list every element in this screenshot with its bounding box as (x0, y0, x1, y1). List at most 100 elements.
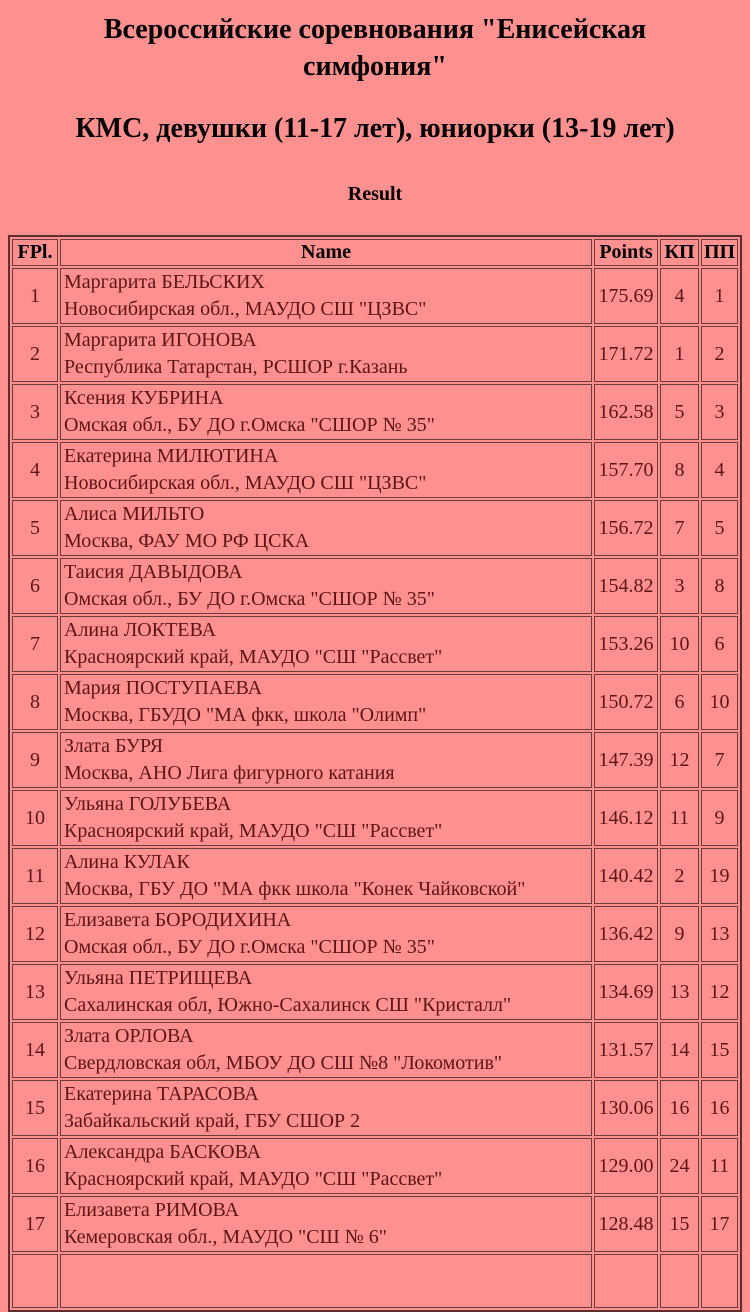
rank-cell: 8 (12, 674, 58, 730)
pp-cell: 6 (701, 616, 738, 672)
kp-cell: 7 (660, 500, 699, 556)
rank-cell: 7 (12, 616, 58, 672)
skater-cell: Александра БАСКОВА Красноярский край, МА… (60, 1138, 592, 1194)
kp-cell (660, 1254, 699, 1308)
results-body: 1 Маргарита БЕЛЬСКИХ Новосибирская обл.,… (12, 268, 738, 1308)
skater-cell (60, 1254, 592, 1308)
skater-club: Республика Татарстан, РСШОР г.Казань (64, 356, 408, 378)
kp-cell: 9 (660, 906, 699, 962)
skater-cell: Маргарита БЕЛЬСКИХ Новосибирская обл., М… (60, 268, 592, 324)
table-row: 9 Злата БУРЯ Москва, АНО Лига фигурного … (12, 732, 738, 788)
rank-cell: 10 (12, 790, 58, 846)
points-cell: 146.12 (594, 790, 658, 846)
pp-cell: 8 (701, 558, 738, 614)
kp-cell: 4 (660, 268, 699, 324)
skater-name: Таисия ДАВЫДОВА (64, 561, 243, 583)
kp-cell: 15 (660, 1196, 699, 1252)
table-row: 16 Александра БАСКОВА Красноярский край,… (12, 1138, 738, 1194)
column-header-pp: ПП (701, 239, 738, 266)
skater-name: Алина КУЛАК (64, 851, 190, 873)
skater-club: Омская обл., БУ ДО г.Омска "СШОР № 35" (64, 936, 435, 958)
points-cell: 136.42 (594, 906, 658, 962)
pp-cell: 13 (701, 906, 738, 962)
rank-cell: 11 (12, 848, 58, 904)
rank-cell: 4 (12, 442, 58, 498)
points-cell: 130.06 (594, 1080, 658, 1136)
points-cell: 156.72 (594, 500, 658, 556)
table-row: 14 Злата ОРЛОВА Свердловская обл, МБОУ Д… (12, 1022, 738, 1078)
rank-cell (12, 1254, 58, 1308)
skater-club: Омская обл., БУ ДО г.Омска "СШОР № 35" (64, 414, 435, 436)
skater-name: Елизавета РИМОВА (64, 1199, 240, 1221)
rank-cell: 3 (12, 384, 58, 440)
table-row: 10 Ульяна ГОЛУБЕВА Красноярский край, МА… (12, 790, 738, 846)
table-row: 3 Ксения КУБРИНА Омская обл., БУ ДО г.Ом… (12, 384, 738, 440)
skater-name: Маргарита БЕЛЬСКИХ (64, 271, 265, 293)
pp-cell: 11 (701, 1138, 738, 1194)
skater-name: Александра БАСКОВА (64, 1141, 262, 1163)
skater-club: Красноярский край, МАУДО "СШ "Рассвет" (64, 1168, 443, 1190)
rank-cell: 17 (12, 1196, 58, 1252)
kp-cell: 12 (660, 732, 699, 788)
result-heading: Result (347, 183, 403, 205)
skater-name: Ксения КУБРИНА (64, 387, 224, 409)
rank-cell: 9 (12, 732, 58, 788)
kp-cell: 10 (660, 616, 699, 672)
skater-club: Забайкальский край, ГБУ СШОР 2 (64, 1110, 361, 1132)
rank-cell: 2 (12, 326, 58, 382)
pp-cell: 17 (701, 1196, 738, 1252)
pp-cell (701, 1254, 738, 1308)
table-row: 7 Алина ЛОКТЕВА Красноярский край, МАУДО… (12, 616, 738, 672)
skater-club: Свердловская обл, МБОУ ДО СШ №8 "Локомот… (64, 1052, 503, 1074)
points-cell: 128.48 (594, 1196, 658, 1252)
skater-name: Маргарита ИГОНОВА (64, 329, 257, 351)
points-cell: 140.42 (594, 848, 658, 904)
skater-name: Алина ЛОКТЕВА (64, 619, 217, 641)
table-row: 6 Таисия ДАВЫДОВА Омская обл., БУ ДО г.О… (12, 558, 738, 614)
skater-club: Кемеровская обл., МАУДО "СШ № 6" (64, 1226, 387, 1248)
pp-cell: 3 (701, 384, 738, 440)
rank-cell: 1 (12, 268, 58, 324)
skater-cell: Елизавета БОРОДИХИНА Омская обл., БУ ДО … (60, 906, 592, 962)
points-cell (594, 1254, 658, 1308)
points-cell: 153.26 (594, 616, 658, 672)
skater-club: Красноярский край, МАУДО "СШ "Рассвет" (64, 820, 443, 842)
kp-cell: 13 (660, 964, 699, 1020)
kp-cell: 2 (660, 848, 699, 904)
skater-name: Мария ПОСТУПАЕВА (64, 677, 263, 699)
points-cell: 175.69 (594, 268, 658, 324)
skater-name: Алиса МИЛЬТО (64, 503, 205, 525)
skater-cell: Екатерина МИЛЮТИНА Новосибирская обл., М… (60, 442, 592, 498)
column-header-points: Points (594, 239, 658, 266)
table-row: 8 Мария ПОСТУПАЕВА Москва, ГБУДО "МА фкк… (12, 674, 738, 730)
skater-cell: Ульяна ПЕТРИЩЕВА Сахалинская обл, Южно-С… (60, 964, 592, 1020)
table-row: 4 Екатерина МИЛЮТИНА Новосибирская обл.,… (12, 442, 738, 498)
skater-club: Омская обл., БУ ДО г.Омска "СШОР № 35" (64, 588, 435, 610)
skater-club: Москва, ГБУДО "МА фкк, школа "Олимп" (64, 704, 427, 726)
skater-cell: Таисия ДАВЫДОВА Омская обл., БУ ДО г.Омс… (60, 558, 592, 614)
points-cell: 162.58 (594, 384, 658, 440)
column-header-kp: КП (660, 239, 699, 266)
rank-cell: 15 (12, 1080, 58, 1136)
skater-name: Злата БУРЯ (64, 735, 164, 757)
kp-cell: 14 (660, 1022, 699, 1078)
pp-cell: 2 (701, 326, 738, 382)
skater-cell: Алина ЛОКТЕВА Красноярский край, МАУДО "… (60, 616, 592, 672)
table-row: 12 Елизавета БОРОДИХИНА Омская обл., БУ … (12, 906, 738, 962)
skater-name: Екатерина МИЛЮТИНА (64, 445, 279, 467)
table-row: 11 Алина КУЛАК Москва, ГБУ ДО "МА фкк шк… (12, 848, 738, 904)
rank-cell: 12 (12, 906, 58, 962)
table-row: 13 Ульяна ПЕТРИЩЕВА Сахалинская обл, Южн… (12, 964, 738, 1020)
skater-club: Красноярский край, МАУДО "СШ "Рассвет" (64, 646, 443, 668)
skater-cell: Елизавета РИМОВА Кемеровская обл., МАУДО… (60, 1196, 592, 1252)
skater-cell: Алина КУЛАК Москва, ГБУ ДО "МА фкк школа… (60, 848, 592, 904)
table-row: 1 Маргарита БЕЛЬСКИХ Новосибирская обл.,… (12, 268, 738, 324)
skater-name: Екатерина ТАРАСОВА (64, 1083, 259, 1105)
rank-cell: 13 (12, 964, 58, 1020)
skater-cell: Алиса МИЛЬТО Москва, ФАУ МО РФ ЦСКА (60, 500, 592, 556)
results-table: FPl. Name Points КП ПП 1 Маргарита БЕЛЬС… (8, 235, 742, 1312)
skater-club: Москва, ФАУ МО РФ ЦСКА (64, 530, 310, 552)
skater-club: Сахалинская обл, Южно-Сахалинск СШ "Крис… (64, 994, 512, 1016)
skater-cell: Маргарита ИГОНОВА Республика Татарстан, … (60, 326, 592, 382)
table-row: 15 Екатерина ТАРАСОВА Забайкальский край… (12, 1080, 738, 1136)
